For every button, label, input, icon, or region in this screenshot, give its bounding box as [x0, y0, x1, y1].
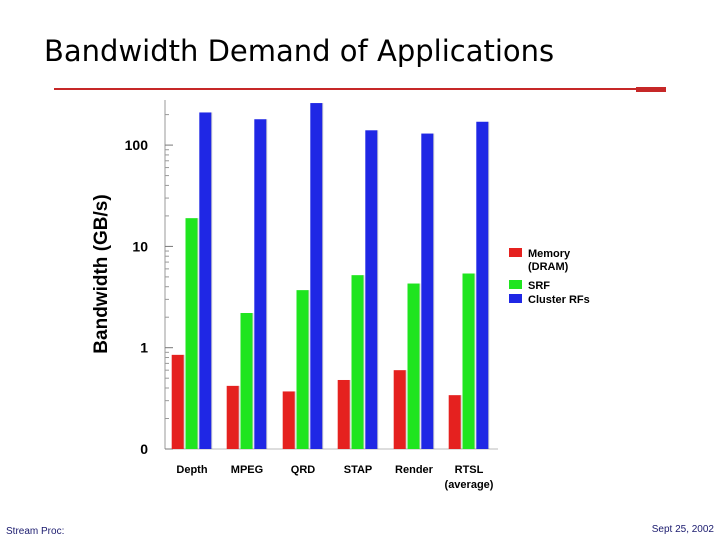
chart-labels: 0 1 10 100 Bandwidth (GB/s) Depth MPEG QRD STAP R… [91, 137, 494, 491]
chart-axes [164, 100, 498, 450]
x-tick-label: Depth [176, 464, 207, 476]
x-tick-label: RTSL [455, 464, 484, 476]
legend-label: (DRAM) [528, 261, 569, 273]
y-tick-label: 1 [140, 340, 148, 356]
bar-memory [448, 395, 461, 449]
bar-srf [240, 313, 253, 449]
bar-memory [282, 391, 295, 449]
legend-label: SRF [528, 280, 550, 292]
x-tick-label: QRD [291, 464, 316, 476]
title-divider-accent [636, 87, 666, 92]
x-tick-label: MPEG [231, 464, 263, 476]
legend-label: Memory [528, 248, 571, 260]
chart-legend: Memory(DRAM) SRF Cluster RFs [509, 248, 590, 306]
chart-bars [171, 103, 490, 450]
bar-memory [337, 379, 350, 449]
bar-memory [171, 354, 184, 449]
x-tick-label: (average) [445, 479, 494, 491]
x-tick-label: STAP [344, 464, 373, 476]
bar-cluster-rfs [365, 130, 378, 449]
bar-srf [296, 290, 309, 449]
legend-label: Cluster RFs [528, 294, 590, 306]
y-tick-label: 100 [125, 137, 149, 153]
slide-title: Bandwidth Demand of Applications [44, 34, 555, 68]
y-tick-label: 10 [132, 238, 148, 254]
bar-srf [407, 283, 420, 449]
bar-cluster-rfs [254, 119, 267, 449]
footer-date: Sept 25, 2002 [651, 524, 714, 535]
x-tick-label: Render [395, 464, 434, 476]
bar-cluster-rfs [310, 103, 323, 449]
bar-cluster-rfs [476, 121, 489, 449]
bar-srf [462, 273, 475, 449]
y-axis-label: Bandwidth (GB/s) [91, 194, 112, 353]
legend-swatch [509, 280, 522, 289]
bar-srf [185, 218, 198, 449]
y-tick-label: 0 [140, 441, 148, 457]
bar-cluster-rfs [421, 133, 434, 449]
footer-left-text: Stream Proc: [6, 526, 65, 537]
bar-memory [226, 385, 239, 449]
legend-swatch [509, 294, 522, 303]
bar-memory [393, 370, 406, 449]
legend-swatch [509, 248, 522, 257]
bar-cluster-rfs [199, 112, 212, 450]
title-divider [54, 88, 666, 90]
bar-srf [351, 275, 364, 449]
